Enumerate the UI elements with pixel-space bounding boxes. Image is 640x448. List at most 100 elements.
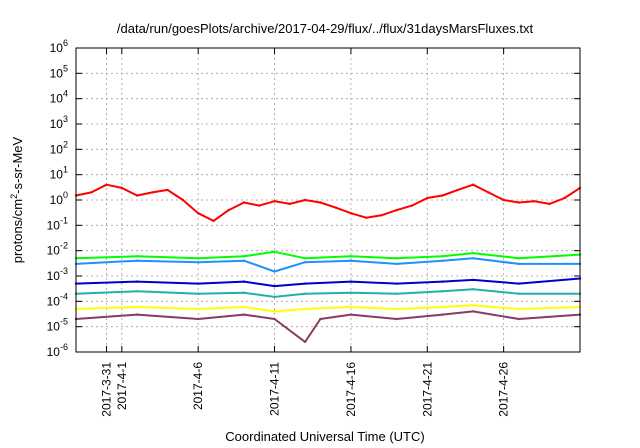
data-point (303, 340, 307, 344)
data-point (517, 282, 521, 285)
x-tick-label: 2017-4-16 (344, 362, 358, 417)
data-point (563, 196, 566, 200)
data-point (441, 255, 444, 258)
x-tick-label: 2017-4-6 (191, 362, 205, 410)
data-point (380, 214, 383, 217)
data-point (395, 307, 398, 311)
y-axis-label-suffix: -s-sr-MeV (10, 136, 25, 193)
y-tick-label: 10-5 (47, 317, 68, 334)
data-point (135, 194, 139, 197)
data-point (319, 201, 322, 204)
y-tick-label-base: 10 (50, 142, 64, 156)
x-tick-label: 2017-4-1 (115, 362, 129, 410)
y-tick-label-base: 10 (50, 92, 64, 106)
data-point (303, 198, 307, 202)
data-point (517, 257, 521, 260)
data-point (197, 317, 200, 321)
x-tick-label: 2017-3-31 (100, 362, 114, 417)
data-point (517, 317, 521, 321)
y-tick-label-base: 10 (50, 41, 64, 55)
data-point (197, 292, 200, 295)
data-point (471, 278, 475, 282)
data-point (135, 280, 139, 283)
data-point (242, 280, 246, 283)
y-tick-label: 103 (50, 114, 68, 131)
data-point (197, 212, 200, 215)
data-point (273, 270, 276, 273)
data-point (242, 201, 246, 204)
data-point (349, 305, 353, 309)
data-point (303, 292, 307, 295)
y-tick-label-base: 10 (50, 66, 64, 80)
y-tick-label: 10-1 (47, 215, 68, 232)
series-line (75, 257, 581, 273)
data-point (303, 257, 307, 260)
data-point (395, 257, 398, 260)
series-line (75, 250, 581, 260)
data-point (135, 290, 139, 293)
y-axis: 10-610-510-410-310-210-11001011021031041… (47, 38, 580, 359)
data-point (349, 259, 353, 262)
data-point (502, 198, 505, 202)
y-tick-label-exponent: -5 (60, 317, 68, 327)
data-point (135, 313, 139, 316)
data-point (135, 255, 139, 258)
y-tick-label-base: 10 (47, 320, 61, 334)
data-point (517, 307, 521, 311)
data-point (441, 290, 444, 293)
data-point (441, 313, 444, 316)
data-point (441, 280, 444, 283)
series-line (75, 183, 581, 222)
data-point (441, 305, 444, 309)
data-point (533, 200, 536, 203)
data-point (120, 186, 124, 190)
data-point (471, 288, 475, 291)
series-line (75, 304, 581, 313)
y-tick-label-exponent: 3 (63, 114, 68, 124)
data-point (151, 191, 154, 194)
data-point (273, 250, 276, 253)
data-point (273, 317, 276, 321)
y-axis-label-prefix: protons/cm (10, 199, 25, 263)
y-tick-label-exponent: -2 (60, 241, 68, 251)
y-tick-label-exponent: -6 (60, 342, 68, 352)
series-layer (74, 183, 582, 344)
y-tick-label-base: 10 (47, 294, 61, 308)
y-axis-label-sup: 2 (9, 194, 19, 199)
y-tick-label-base: 10 (47, 218, 61, 232)
data-point (349, 291, 353, 294)
data-point (441, 194, 444, 197)
grid-layer (76, 48, 580, 352)
data-point (273, 295, 276, 299)
data-point (349, 255, 353, 258)
chart-title: /data/run/goesPlots/archive/2017-04-29/f… (117, 21, 534, 36)
y-tick-label-base: 10 (47, 345, 61, 359)
y-tick-label-exponent: 0 (63, 190, 68, 200)
x-tick-label: 2017-4-21 (420, 362, 434, 417)
data-point (365, 216, 368, 219)
data-point (441, 259, 444, 262)
y-tick-label: 100 (50, 190, 68, 207)
data-point (517, 201, 521, 204)
data-point (410, 204, 414, 207)
data-point (197, 282, 200, 285)
data-point (349, 313, 353, 316)
y-tick-label: 101 (50, 165, 68, 182)
y-axis-label: protons/cm2-s-sr-MeV (9, 136, 25, 263)
data-point (105, 183, 108, 186)
y-tick-label-exponent: -4 (60, 291, 68, 301)
y-tick-label-base: 10 (47, 244, 61, 258)
data-point (395, 208, 398, 212)
y-tick-label: 105 (50, 63, 68, 80)
y-tick-label-exponent: 6 (63, 38, 68, 48)
data-point (487, 191, 490, 194)
y-tick-label: 10-2 (47, 241, 68, 258)
y-tick-label-exponent: -1 (60, 215, 68, 225)
series-line (75, 277, 581, 288)
data-point (166, 188, 169, 192)
data-point (181, 198, 185, 202)
data-point (426, 196, 429, 200)
data-point (242, 305, 246, 309)
data-point (288, 202, 291, 206)
